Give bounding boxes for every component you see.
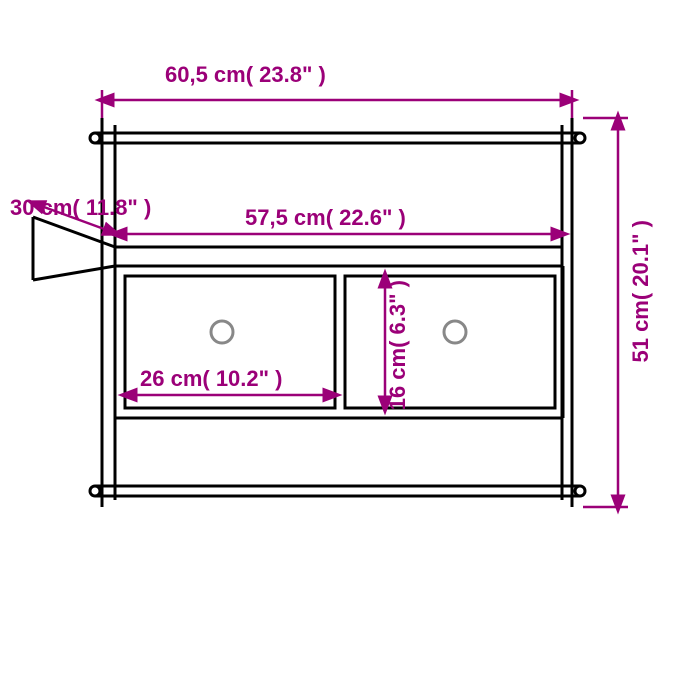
dim-height-total: 51 cm( 20.1" ): [628, 220, 654, 363]
dim-depth: 30 cm( 11.8" ): [10, 195, 151, 221]
dim-width-inner: 57,5 cm( 22.6" ): [245, 205, 406, 231]
dim-width-total: 60,5 cm( 23.8" ): [165, 62, 326, 88]
dim-drawer-width: 26 cm( 10.2" ): [140, 366, 283, 392]
dim-drawer-height: 16 cm( 6.3" ): [385, 280, 411, 410]
